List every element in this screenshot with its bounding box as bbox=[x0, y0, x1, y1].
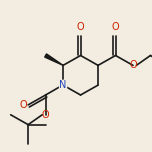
Text: O: O bbox=[77, 22, 84, 32]
Text: O: O bbox=[20, 100, 27, 110]
Text: O: O bbox=[129, 60, 137, 70]
Polygon shape bbox=[45, 54, 63, 65]
Text: N: N bbox=[59, 80, 67, 90]
Text: O: O bbox=[42, 110, 49, 120]
Text: O: O bbox=[112, 22, 119, 32]
